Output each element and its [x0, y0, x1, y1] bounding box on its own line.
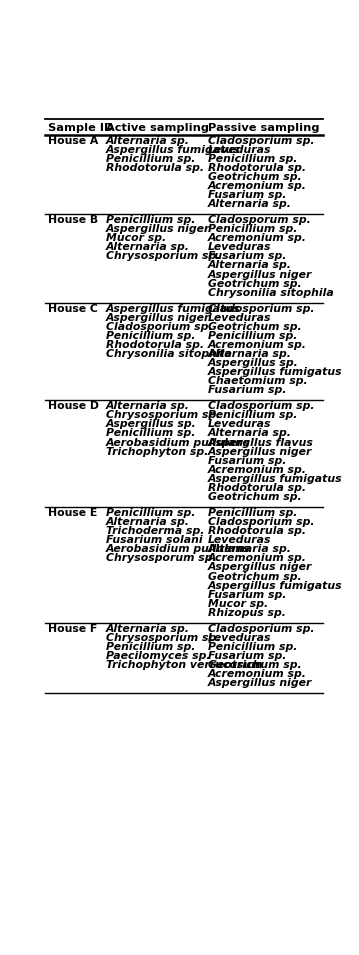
Text: Passive sampling: Passive sampling: [208, 122, 319, 133]
Text: Penicillium sp.: Penicillium sp.: [106, 429, 195, 438]
Text: Aspergillus niger: Aspergillus niger: [208, 678, 312, 689]
Text: Aspergillus niger: Aspergillus niger: [106, 224, 210, 234]
Text: Aerobasidium pullulans: Aerobasidium pullulans: [106, 544, 251, 554]
Text: Chrysosporium sp.: Chrysosporium sp.: [106, 411, 220, 420]
Text: Penicillium sp.: Penicillium sp.: [208, 508, 297, 518]
Text: Penicillium sp.: Penicillium sp.: [106, 154, 195, 163]
Text: Alternaria sp.: Alternaria sp.: [106, 517, 190, 527]
Text: Acremonium sp.: Acremonium sp.: [208, 553, 307, 563]
Text: Cladosporium sp.: Cladosporium sp.: [208, 136, 314, 145]
Text: Leveduras: Leveduras: [208, 312, 271, 323]
Text: House D: House D: [48, 401, 99, 412]
Text: Alternaria sp.: Alternaria sp.: [106, 136, 190, 145]
Text: Penicillium sp.: Penicillium sp.: [106, 215, 195, 225]
Text: Chrysosporium sp.: Chrysosporium sp.: [106, 251, 220, 262]
Text: Leveduras: Leveduras: [208, 243, 271, 252]
Text: Fusarium sp.: Fusarium sp.: [208, 456, 286, 466]
Text: Leveduras: Leveduras: [208, 419, 271, 430]
Text: Chrysonilia sitophila: Chrysonilia sitophila: [106, 349, 232, 359]
Text: Geotrichum sp.: Geotrichum sp.: [208, 660, 301, 670]
Text: Fusarium sp.: Fusarium sp.: [208, 651, 286, 661]
Text: Alternaria sp.: Alternaria sp.: [208, 544, 292, 554]
Text: Aspergillus niger: Aspergillus niger: [208, 269, 312, 280]
Text: Cladosporium sp.: Cladosporium sp.: [208, 401, 314, 412]
Text: Aspergillus sp.: Aspergillus sp.: [106, 419, 197, 430]
Text: Trichophyton verrucosum: Trichophyton verrucosum: [106, 660, 262, 670]
Text: Alternaria sp.: Alternaria sp.: [106, 401, 190, 412]
Text: Geotrichum sp.: Geotrichum sp.: [208, 571, 301, 582]
Text: Penicillium sp.: Penicillium sp.: [106, 642, 195, 652]
Text: Aspergillus fumigatus: Aspergillus fumigatus: [208, 581, 342, 590]
Text: House A: House A: [48, 136, 98, 145]
Text: Paecilomyces sp.: Paecilomyces sp.: [106, 651, 211, 661]
Text: Penicillium sp.: Penicillium sp.: [208, 154, 297, 163]
Text: Alternaria sp.: Alternaria sp.: [208, 261, 292, 270]
Text: Geotrichum sp.: Geotrichum sp.: [208, 492, 301, 502]
Text: Chrysosporum sp.: Chrysosporum sp.: [106, 553, 217, 563]
Text: Aerobasidium pullulans: Aerobasidium pullulans: [106, 437, 251, 448]
Text: Penicillium sp.: Penicillium sp.: [106, 508, 195, 518]
Text: Sample ID: Sample ID: [48, 122, 113, 133]
Text: Chrysonilia sitophila: Chrysonilia sitophila: [208, 287, 334, 298]
Text: Leveduras: Leveduras: [208, 633, 271, 643]
Text: Geotrichum sp.: Geotrichum sp.: [208, 279, 301, 288]
Text: Aspergillus fumigatus: Aspergillus fumigatus: [106, 144, 241, 155]
Text: Alternaria sp.: Alternaria sp.: [106, 243, 190, 252]
Text: Fusarium sp.: Fusarium sp.: [208, 190, 286, 200]
Text: Acremonium sp.: Acremonium sp.: [208, 233, 307, 244]
Text: Trichoderma sp.: Trichoderma sp.: [106, 526, 205, 536]
Text: Acremonium sp.: Acremonium sp.: [208, 465, 307, 475]
Text: Cladosporium sp.: Cladosporium sp.: [208, 304, 314, 313]
Text: House C: House C: [48, 304, 98, 313]
Text: Geotrichum sp.: Geotrichum sp.: [208, 172, 301, 181]
Text: Penicillium sp.: Penicillium sp.: [208, 642, 297, 652]
Text: Aspergillus sp.: Aspergillus sp.: [208, 358, 298, 368]
Text: Rhodotorula sp.: Rhodotorula sp.: [106, 340, 204, 350]
Text: Aspergillus niger: Aspergillus niger: [208, 562, 312, 572]
Text: Geotrichum sp.: Geotrichum sp.: [208, 322, 301, 331]
Text: Acremonium sp.: Acremonium sp.: [208, 669, 307, 679]
Text: Aspergillus fumigatus: Aspergillus fumigatus: [208, 474, 342, 484]
Text: Fusarium sp.: Fusarium sp.: [208, 385, 286, 395]
Text: Penicillium sp.: Penicillium sp.: [208, 224, 297, 234]
Text: Rhodotorula sp.: Rhodotorula sp.: [208, 526, 306, 536]
Text: Penicillium sp.: Penicillium sp.: [208, 330, 297, 341]
Text: Cladosporium sp.: Cladosporium sp.: [208, 517, 314, 527]
Text: Cladosporum sp.: Cladosporum sp.: [208, 215, 311, 225]
Text: Chrysosporium sp.: Chrysosporium sp.: [106, 633, 220, 643]
Text: Alternaria sp.: Alternaria sp.: [208, 200, 292, 209]
Text: Aspergillus fumigatus: Aspergillus fumigatus: [208, 367, 342, 377]
Text: Trichophyton sp.: Trichophyton sp.: [106, 447, 208, 456]
Text: Chaetomium sp.: Chaetomium sp.: [208, 376, 307, 386]
Text: Alternaria sp.: Alternaria sp.: [208, 429, 292, 438]
Text: Aspergillus niger: Aspergillus niger: [106, 312, 210, 323]
Text: Mucor sp.: Mucor sp.: [106, 233, 166, 244]
Text: Rhodotorula sp.: Rhodotorula sp.: [208, 483, 306, 493]
Text: Aspergillus niger: Aspergillus niger: [208, 447, 312, 456]
Text: Acremonium sp.: Acremonium sp.: [208, 340, 307, 350]
Text: Leveduras: Leveduras: [208, 535, 271, 545]
Text: Cladosporium sp.: Cladosporium sp.: [208, 624, 314, 634]
Text: Rhodotorula sp.: Rhodotorula sp.: [208, 162, 306, 173]
Text: House B: House B: [48, 215, 98, 225]
Text: Cladosporium sp.: Cladosporium sp.: [106, 322, 213, 331]
Text: Fusarium sp.: Fusarium sp.: [208, 589, 286, 600]
Text: Penicillium sp.: Penicillium sp.: [208, 411, 297, 420]
Text: Rhizopus sp.: Rhizopus sp.: [208, 608, 285, 618]
Text: Alternaria sp.: Alternaria sp.: [208, 349, 292, 359]
Text: House F: House F: [48, 624, 97, 634]
Text: Leveduras: Leveduras: [208, 144, 271, 155]
Text: Penicillium sp.: Penicillium sp.: [106, 330, 195, 341]
Text: Acremonium sp.: Acremonium sp.: [208, 180, 307, 191]
Text: Aspergillus fumigatus: Aspergillus fumigatus: [106, 304, 241, 313]
Text: Fusarium solani: Fusarium solani: [106, 535, 203, 545]
Text: Fusarium sp.: Fusarium sp.: [208, 251, 286, 262]
Text: Active sampling: Active sampling: [106, 122, 209, 133]
Text: House E: House E: [48, 508, 97, 518]
Text: Mucor sp.: Mucor sp.: [208, 599, 268, 608]
Text: Rhodotorula sp.: Rhodotorula sp.: [106, 162, 204, 173]
Text: Alternaria sp.: Alternaria sp.: [106, 624, 190, 634]
Text: Aspergllus flavus: Aspergllus flavus: [208, 437, 313, 448]
